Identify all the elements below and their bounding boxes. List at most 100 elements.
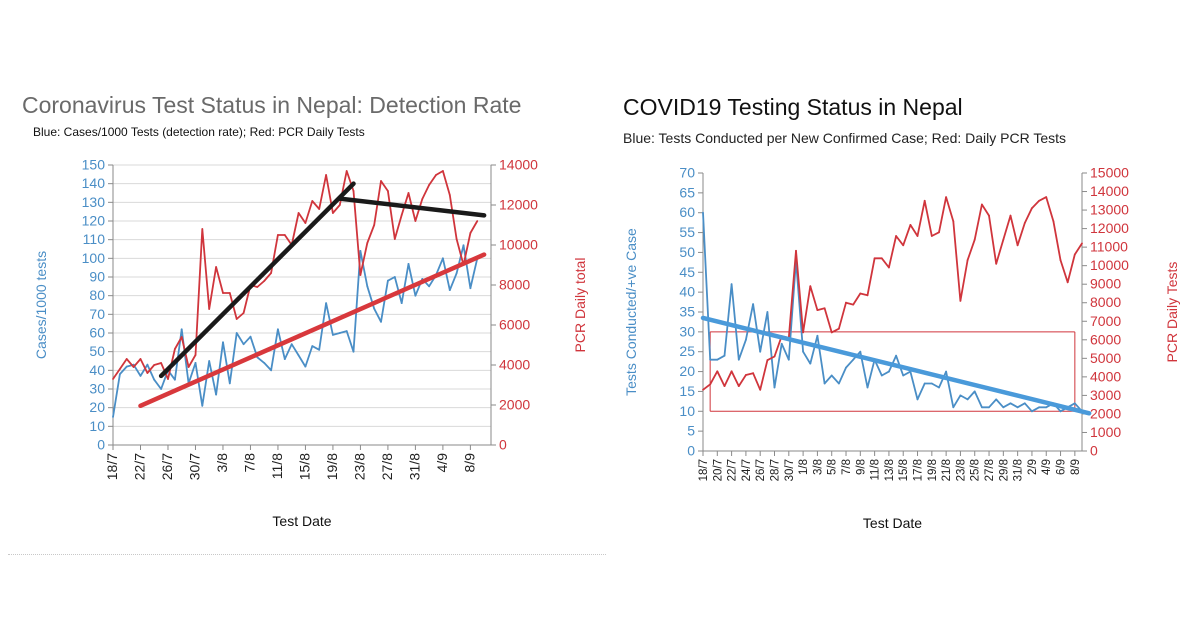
c1-data-point-red [959, 300, 962, 302]
c0-data-point-blue [235, 332, 238, 334]
c1-data-point-blue [795, 259, 797, 262]
c1-y-tick-label-right: 11000 [1090, 239, 1128, 255]
c1-x-tick-label: 31/8 [1013, 459, 1025, 481]
c0-x-tick-label: 11/8 [269, 453, 285, 479]
c1-data-point-blue [1031, 410, 1033, 413]
c1-data-point-blue [759, 350, 762, 353]
c1-data-point-blue [995, 398, 998, 401]
c0-data-point-red [359, 274, 362, 276]
c0-data-point-blue [297, 354, 300, 357]
c1-data-point-red [1009, 214, 1012, 217]
c0-y-tick-label-left: 130 [82, 194, 106, 210]
c0-data-point-blue [249, 335, 252, 338]
c1-y-tick-label-right: 12000 [1090, 220, 1129, 236]
c1-x-tick-label: 2/9 [1027, 459, 1039, 475]
c0-y-axis-title-left: Cases/1000 tests [33, 251, 49, 359]
c0-data-point-blue [270, 369, 272, 372]
c0-data-point-blue [332, 334, 334, 336]
c1-x-tick-label: 11/8 [870, 459, 882, 481]
c0-data-point-red [249, 284, 252, 286]
c0-data-point-blue [201, 404, 204, 407]
c1-data-point-blue [816, 334, 819, 337]
c1-y-tick-label-left: 65 [679, 184, 695, 200]
left-chart-panel: Coronavirus Test Status in Nepal: Detect… [8, 92, 606, 555]
c0-data-point-red [174, 348, 176, 350]
c1-y-tick-label-right: 9000 [1090, 276, 1121, 292]
c0-data-point-red [393, 238, 396, 240]
c1-data-point-blue [866, 386, 869, 389]
c1-y-tick-label-right: 4000 [1090, 368, 1121, 384]
c0-data-point-blue [222, 341, 224, 344]
c0-y-tick-label-right: 8000 [499, 277, 530, 293]
c0-data-point-blue [139, 375, 142, 377]
c0-data-point-blue [325, 302, 327, 304]
c1-data-point-blue [973, 390, 976, 393]
right-chart-panel: COVID19 Testing Status in Nepal Blue: Te… [600, 0, 1200, 628]
c1-data-point-blue [1009, 402, 1012, 405]
c0-x-tick-label: 27/8 [379, 453, 395, 480]
c1-data-point-red [930, 235, 933, 237]
c0-data-point-red [132, 366, 135, 368]
c0-data-point-red [332, 212, 334, 214]
c0-data-point-blue [407, 263, 410, 265]
c0-y-tick-label-left: 10 [89, 418, 105, 434]
c0-y-tick-label-left: 90 [89, 269, 105, 285]
c1-y-tick-label-left: 50 [679, 244, 695, 260]
c0-data-point-red [407, 192, 410, 194]
c0-data-point-blue [345, 330, 348, 332]
c1-data-point-red [1066, 281, 1069, 284]
c0-y-tick-label-left: 150 [82, 157, 106, 173]
c1-data-point-red [1081, 242, 1083, 245]
c0-data-point-blue [153, 378, 156, 381]
c0-y-tick-label-left: 60 [89, 325, 105, 341]
c0-data-point-blue [380, 320, 382, 323]
c1-y-tick-label-right: 7000 [1090, 313, 1121, 329]
c0-y-tick-label-left: 20 [89, 399, 105, 415]
c1-data-point-blue [966, 398, 969, 401]
c1-x-tick-label: 28/7 [770, 459, 782, 481]
c0-data-point-blue [160, 388, 163, 390]
c0-data-point-red [387, 190, 389, 192]
c0-data-point-blue [228, 382, 231, 385]
c1-data-point-blue [780, 342, 783, 345]
c1-y-tick-label-left: 30 [679, 323, 695, 339]
c0-data-point-red [180, 336, 183, 338]
c1-y-tick-label-left: 40 [679, 284, 695, 300]
c0-data-point-red [400, 214, 403, 216]
c1-data-point-red [1073, 253, 1076, 256]
c1-data-point-blue [1073, 402, 1076, 405]
c1-data-point-red [916, 235, 919, 237]
c1-data-point-blue [823, 382, 826, 385]
c1-x-tick-label: 19/8 [927, 459, 939, 481]
c1-data-point-blue [1066, 406, 1069, 409]
c1-data-point-red [823, 307, 826, 310]
c1-y-tick-label-left: 15 [679, 383, 695, 399]
c0-data-point-red [242, 312, 245, 314]
right-chart-title: COVID19 Testing Status in Nepal [623, 94, 963, 120]
c1-x-tick-label: 13/8 [884, 459, 896, 481]
c0-data-point-blue [194, 362, 197, 364]
c1-data-point-blue [723, 354, 726, 357]
c1-data-point-blue [716, 358, 719, 361]
c1-data-point-red [752, 372, 754, 375]
c0-data-point-red [160, 362, 163, 364]
c1-data-point-blue [709, 358, 712, 361]
c0-data-point-red [311, 200, 314, 202]
c1-x-tick-label: 21/8 [941, 459, 953, 481]
c0-data-point-red [421, 198, 424, 200]
c1-y-tick-label-right: 14000 [1090, 183, 1129, 199]
c0-data-point-red [235, 318, 238, 320]
c1-data-point-red [816, 309, 819, 311]
c0-y-tick-label-left: 120 [82, 213, 106, 229]
left-chart-title: Coronavirus Test Status in Nepal: Detect… [22, 92, 522, 118]
c0-data-point-blue [462, 244, 465, 247]
c0-y-tick-label-left: 40 [89, 362, 105, 378]
c0-y-tick-label-right: 0 [499, 437, 507, 453]
c0-data-point-blue [146, 363, 149, 366]
c1-y-tick-label-left: 70 [679, 165, 695, 181]
c1-data-point-blue [909, 370, 912, 373]
c1-x-tick-label: 29/8 [998, 459, 1010, 481]
c1-x-tick-label: 15/8 [898, 459, 910, 481]
c1-y-axis-title-left: Tests Conducted/+ve Case [623, 228, 639, 396]
c1-data-point-blue [773, 386, 776, 389]
